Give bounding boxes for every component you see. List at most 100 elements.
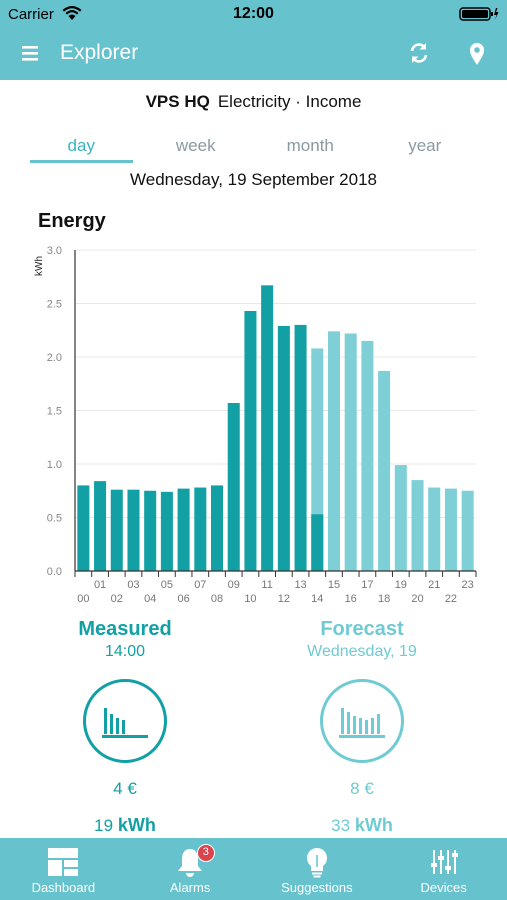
battery-icon [459,6,499,27]
forecast-summary: Forecast Wednesday, 19 8 € 33 kWh [237,618,487,836]
alarm-badge: 3 [196,844,215,862]
x-tick-label: 20 [411,593,423,605]
measured-bar[interactable] [160,491,173,571]
hamburger-icon[interactable] [20,43,42,63]
forecast-energy-unit: kWh [354,815,393,835]
y-tick-label: 1.5 [47,406,62,418]
x-tick-label: 15 [328,579,340,591]
x-tick-label: 07 [194,579,206,591]
y-tick-label: 0.5 [47,513,62,525]
x-tick-label: 05 [161,579,173,591]
measured-subtitle: 14:00 [104,643,146,660]
x-tick-label: 09 [228,579,240,591]
y-tick-label: 2.0 [47,352,62,364]
x-tick-label: 11 [261,579,272,591]
measured-bar[interactable] [177,488,190,571]
sliders-icon [429,847,459,882]
nav-bar: Explorer [0,28,507,80]
measured-bar[interactable] [127,489,140,571]
x-tick-label: 23 [462,579,474,591]
tab-week[interactable]: week [175,136,216,155]
measured-bar[interactable] [144,490,157,571]
x-tick-label: 17 [361,579,373,591]
period-tabs: day week month year [24,136,482,163]
carrier-label: Carrier [8,6,54,23]
forecast-bar[interactable] [394,465,407,571]
tab-month[interactable]: month [286,136,334,155]
forecast-bar[interactable] [361,340,374,571]
x-tick-label: 14 [311,593,323,605]
chart-title: Energy [38,210,106,232]
lightbulb-icon [305,847,329,884]
x-tick-label: 02 [111,593,123,605]
x-tick-label: 10 [244,593,256,605]
forecast-bar[interactable] [411,480,424,571]
y-tick-label: 3.0 [47,245,62,257]
x-tick-label: 12 [278,593,290,605]
y-axis-label: kWh [34,256,45,276]
forecast-energy-value: 33 [331,816,351,835]
measured-bar[interactable] [211,485,224,571]
bell-icon [176,847,204,882]
x-tick-label: 03 [127,579,139,591]
bottom-tab-bar: Dashboard 3 Alarms Suggestions [0,838,507,900]
measured-bar[interactable] [244,310,257,571]
context-line: VPS HQ Electricity · Income [0,92,507,112]
forecast-title: Forecast [320,618,404,640]
status-bar: Carrier 12:00 [0,0,507,28]
forecast-bar[interactable] [444,488,457,571]
measured-bar[interactable] [227,403,240,571]
measured-bar[interactable] [277,325,290,571]
bar-chart-icon [339,708,385,738]
x-tick-label: 13 [294,579,306,591]
map-pin-icon[interactable] [467,40,487,66]
measured-cost: 4 € [113,779,137,798]
context-detail: Electricity · Income [217,92,362,111]
x-tick-label: 04 [144,593,156,605]
forecast-chart-button[interactable] [320,679,404,763]
dashboard-icon [47,847,79,882]
x-tick-label: 19 [395,579,407,591]
tab-year[interactable]: year [408,136,442,155]
measured-bar[interactable] [261,285,274,571]
forecast-bar[interactable] [327,331,340,571]
measured-bar[interactable] [311,514,324,571]
tab-day[interactable]: day [24,136,139,163]
tab-dashboard[interactable]: Dashboard [0,838,127,900]
x-tick-label: 08 [211,593,223,605]
tab-dashboard-label: Dashboard [31,880,96,895]
forecast-cost: 8 € [350,779,374,798]
wifi-icon [62,5,82,26]
measured-bar[interactable] [294,324,307,571]
x-tick-label: 22 [445,593,457,605]
tab-devices[interactable]: Devices [380,838,507,900]
measured-bar[interactable] [77,485,90,571]
tab-alarms[interactable]: 3 Alarms [127,838,254,900]
forecast-bar[interactable] [461,490,474,571]
x-tick-label: 01 [94,579,106,591]
bar-chart-icon [102,708,148,738]
y-tick-label: 0.0 [47,566,62,578]
refresh-icon[interactable] [406,40,432,66]
measured-energy: 19 kWh [0,815,250,836]
date-label: Wednesday, 19 September 2018 [130,170,377,189]
forecast-bar[interactable] [378,370,391,571]
measured-bar[interactable] [94,481,107,571]
x-tick-label: 16 [345,593,357,605]
x-tick-label: 18 [378,593,390,605]
measured-bar[interactable] [194,487,207,571]
measured-chart-button[interactable] [83,679,167,763]
tab-alarms-label: Alarms [169,880,211,895]
measured-title: Measured [78,618,172,640]
forecast-bar[interactable] [344,333,357,571]
measured-bar[interactable] [110,489,123,571]
x-tick-label: 06 [177,593,189,605]
tab-suggestions[interactable]: Suggestions [254,838,381,900]
measured-summary: Measured 14:00 4 € 19 kWh [0,618,250,836]
forecast-bar[interactable] [428,487,441,571]
status-time: 12:00 [233,5,274,22]
x-tick-label: 21 [428,579,440,591]
tab-suggestions-label: Suggestions [281,880,353,895]
site-name: VPS HQ [145,92,210,111]
